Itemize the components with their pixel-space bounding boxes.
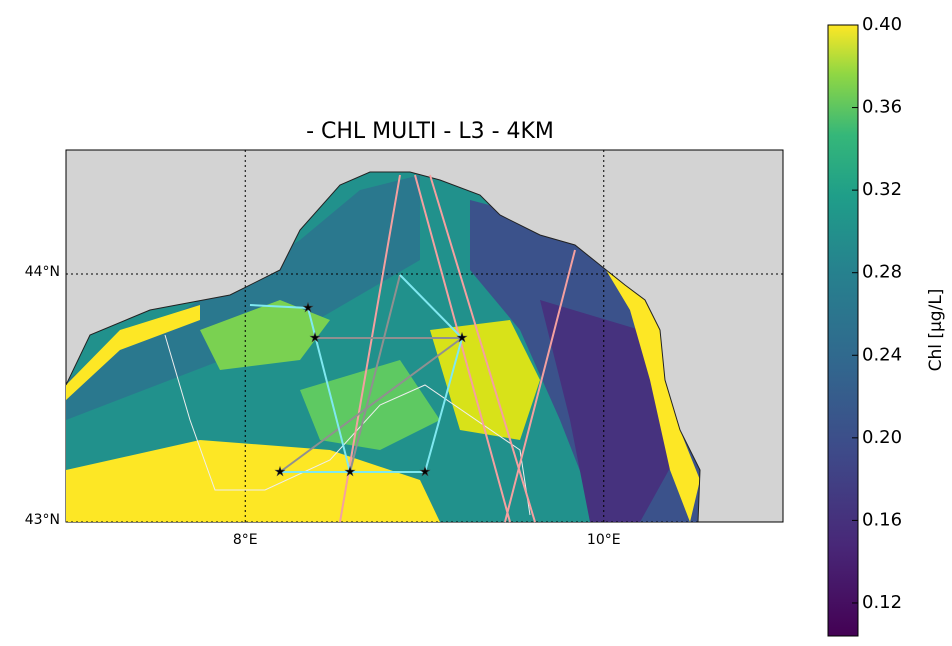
colorbar-tick-label: 0.36 bbox=[862, 97, 902, 118]
x-tick-label: 8°E bbox=[233, 532, 258, 548]
colorbar-tick-label: 0.28 bbox=[862, 262, 902, 283]
svg-text:★: ★ bbox=[345, 465, 356, 479]
x-tick-label: 10°E bbox=[587, 532, 621, 548]
map-title: - CHL MULTI - L3 - 4KM bbox=[306, 119, 554, 144]
svg-text:★: ★ bbox=[310, 331, 321, 345]
colorbar-tick-label: 0.24 bbox=[862, 344, 902, 365]
map-figure: - CHL MULTI - L3 - 4KM ★ ★ ★ ★ ★ ★ Chl [μg/… bbox=[0, 0, 952, 646]
y-tick-label: 44°N bbox=[25, 264, 60, 280]
colorbar-tick-label: 0.32 bbox=[862, 179, 902, 200]
svg-text:★: ★ bbox=[420, 465, 431, 479]
svg-text:★: ★ bbox=[457, 331, 468, 345]
colorbar-tick-label: 0.16 bbox=[862, 509, 902, 530]
svg-text:★: ★ bbox=[275, 465, 286, 479]
colorbar-label: Chl [μg/L] bbox=[926, 289, 946, 372]
svg-text:★: ★ bbox=[303, 301, 314, 315]
colorbar-tick-label: 0.20 bbox=[862, 427, 902, 448]
colorbar bbox=[828, 25, 858, 636]
colorbar-tick-label: 0.40 bbox=[862, 14, 902, 35]
y-tick-label: 43°N bbox=[25, 512, 60, 528]
colorbar-tick-label: 0.12 bbox=[862, 592, 902, 613]
